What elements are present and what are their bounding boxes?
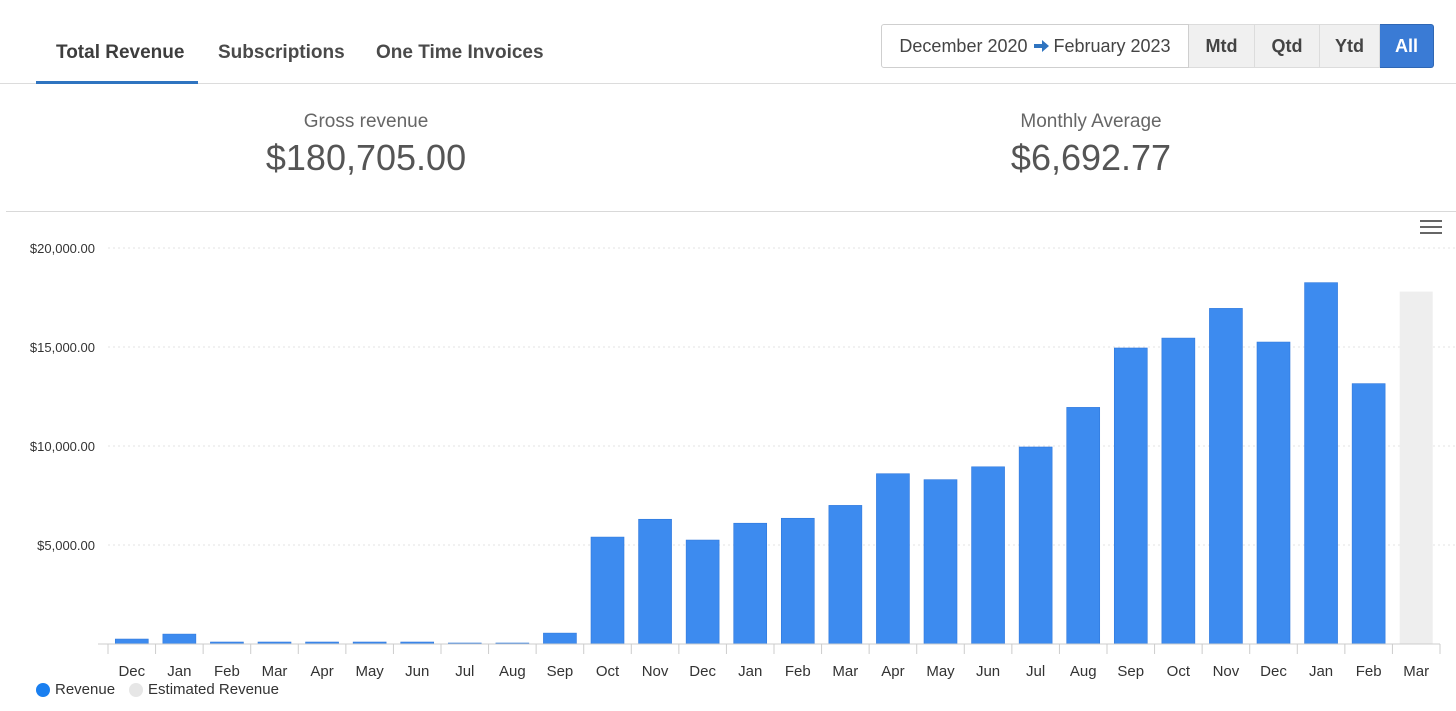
mtd-button[interactable]: Mtd — [1189, 24, 1255, 68]
monthly-average-stat: Monthly Average $6,692.77 — [941, 111, 1241, 179]
chart-divider — [6, 211, 1456, 212]
bar-revenue[interactable] — [1066, 407, 1101, 645]
x-tick-label: Oct — [596, 663, 620, 680]
bar-revenue[interactable] — [971, 466, 1005, 645]
y-tick-label: $10,000.00 — [30, 439, 95, 454]
x-tick-label: Mar — [262, 663, 288, 680]
bar-revenue[interactable] — [685, 539, 720, 645]
qtd-button[interactable]: Qtd — [1255, 24, 1320, 68]
ytd-button[interactable]: Ytd — [1320, 24, 1380, 68]
legend-dot-revenue — [36, 682, 50, 697]
x-tick-label: Apr — [310, 663, 333, 680]
x-tick-label: Dec — [118, 663, 145, 680]
x-tick-label: Mar — [832, 663, 858, 680]
legend-label-revenue: Revenue — [55, 681, 116, 698]
legend-item-revenue[interactable]: Revenue — [36, 681, 115, 698]
chart-legend: Revenue Estimated Revenue — [36, 681, 293, 698]
active-tab-indicator — [36, 81, 198, 84]
x-tick-label: Dec — [689, 663, 716, 680]
tab-subscriptions[interactable]: Subscriptions — [218, 42, 345, 63]
gross-revenue-value: $180,705.00 — [265, 137, 467, 178]
x-tick-label: Jun — [976, 663, 1000, 680]
x-tick-label: Feb — [1356, 663, 1382, 680]
bar-revenue[interactable] — [1351, 383, 1386, 645]
bar-revenue[interactable] — [638, 518, 672, 645]
x-tick-label: Aug — [499, 663, 526, 680]
bar-revenue[interactable] — [590, 536, 625, 645]
tab-bar: Total Revenue Subscriptions One Time Inv… — [0, 0, 1456, 84]
bar-revenue[interactable] — [1209, 308, 1243, 645]
x-tick-label: May — [355, 663, 384, 680]
x-tick-label: Feb — [785, 663, 811, 680]
bar-revenue[interactable] — [114, 638, 149, 645]
x-tick-label: Jul — [455, 663, 474, 680]
y-tick-label: $15,000.00 — [30, 340, 95, 355]
x-tick-label: Apr — [881, 663, 904, 680]
arrow-right-icon — [1033, 40, 1049, 52]
gross-revenue-stat: Gross revenue $180,705.00 — [216, 111, 516, 179]
all-button[interactable]: All — [1380, 24, 1434, 68]
bar-revenue[interactable] — [162, 633, 197, 645]
revenue-chart: $5,000.00 $10,000.00 $15,000.00 $20,000.00 D… — [30, 241, 1456, 680]
x-tick-label: Nov — [642, 663, 669, 680]
tab-total-revenue[interactable]: Total Revenue — [56, 42, 185, 63]
x-tick-label: Jan — [167, 663, 191, 680]
monthly-average-value: $6,692.77 — [1010, 137, 1172, 178]
gross-revenue-label: Gross revenue — [303, 111, 429, 132]
monthly-average-label: Monthly Average — [1020, 111, 1162, 132]
x-tick-label: Nov — [1213, 663, 1240, 680]
date-range-picker[interactable]: December 2020 February 2023 — [881, 24, 1189, 68]
x-tick-label: Aug — [1070, 663, 1097, 680]
x-tick-label: Sep — [1117, 663, 1144, 680]
legend-label-estimated: Estimated Revenue — [148, 681, 279, 698]
x-tick-label: Jan — [738, 663, 762, 680]
bar-revenue[interactable] — [828, 505, 863, 645]
bar-revenue[interactable] — [780, 517, 815, 645]
bar-revenue[interactable] — [1161, 337, 1196, 645]
chart-menu-icon[interactable] — [1420, 220, 1442, 236]
bar-revenue[interactable] — [543, 632, 577, 645]
x-tick-label: Jun — [405, 663, 429, 680]
range-end: February 2023 — [1053, 35, 1171, 56]
x-tick-label: Dec — [1260, 663, 1287, 680]
x-tick-label: Jan — [1309, 663, 1333, 680]
legend-item-estimated[interactable]: Estimated Revenue — [129, 681, 279, 698]
y-tick-label: $5,000.00 — [37, 538, 95, 553]
x-tick-label: Sep — [547, 663, 574, 680]
bar-revenue[interactable] — [1256, 341, 1291, 645]
bar-revenue[interactable] — [1018, 446, 1053, 645]
date-range-selector: December 2020 February 2023 Mtd Qtd Ytd … — [881, 24, 1434, 68]
x-tick-label: Mar — [1403, 663, 1429, 680]
range-start: December 2020 — [899, 35, 1028, 56]
bar-revenue[interactable] — [923, 479, 958, 645]
x-tick-label: Oct — [1167, 663, 1191, 680]
bar-revenue[interactable] — [876, 473, 910, 645]
bar-revenue[interactable] — [1304, 282, 1338, 645]
bar-revenue[interactable] — [733, 522, 768, 645]
tab-one-time-invoices[interactable]: One Time Invoices — [376, 42, 544, 63]
x-tick-label: Jul — [1026, 663, 1045, 680]
bar-estimated-revenue[interactable] — [1399, 291, 1433, 644]
legend-dot-estimated — [129, 682, 144, 697]
x-tick-label: Feb — [214, 663, 240, 680]
x-tick-label: May — [926, 663, 955, 680]
y-tick-label: $20,000.00 — [30, 241, 95, 256]
bar-revenue[interactable] — [1113, 347, 1148, 645]
